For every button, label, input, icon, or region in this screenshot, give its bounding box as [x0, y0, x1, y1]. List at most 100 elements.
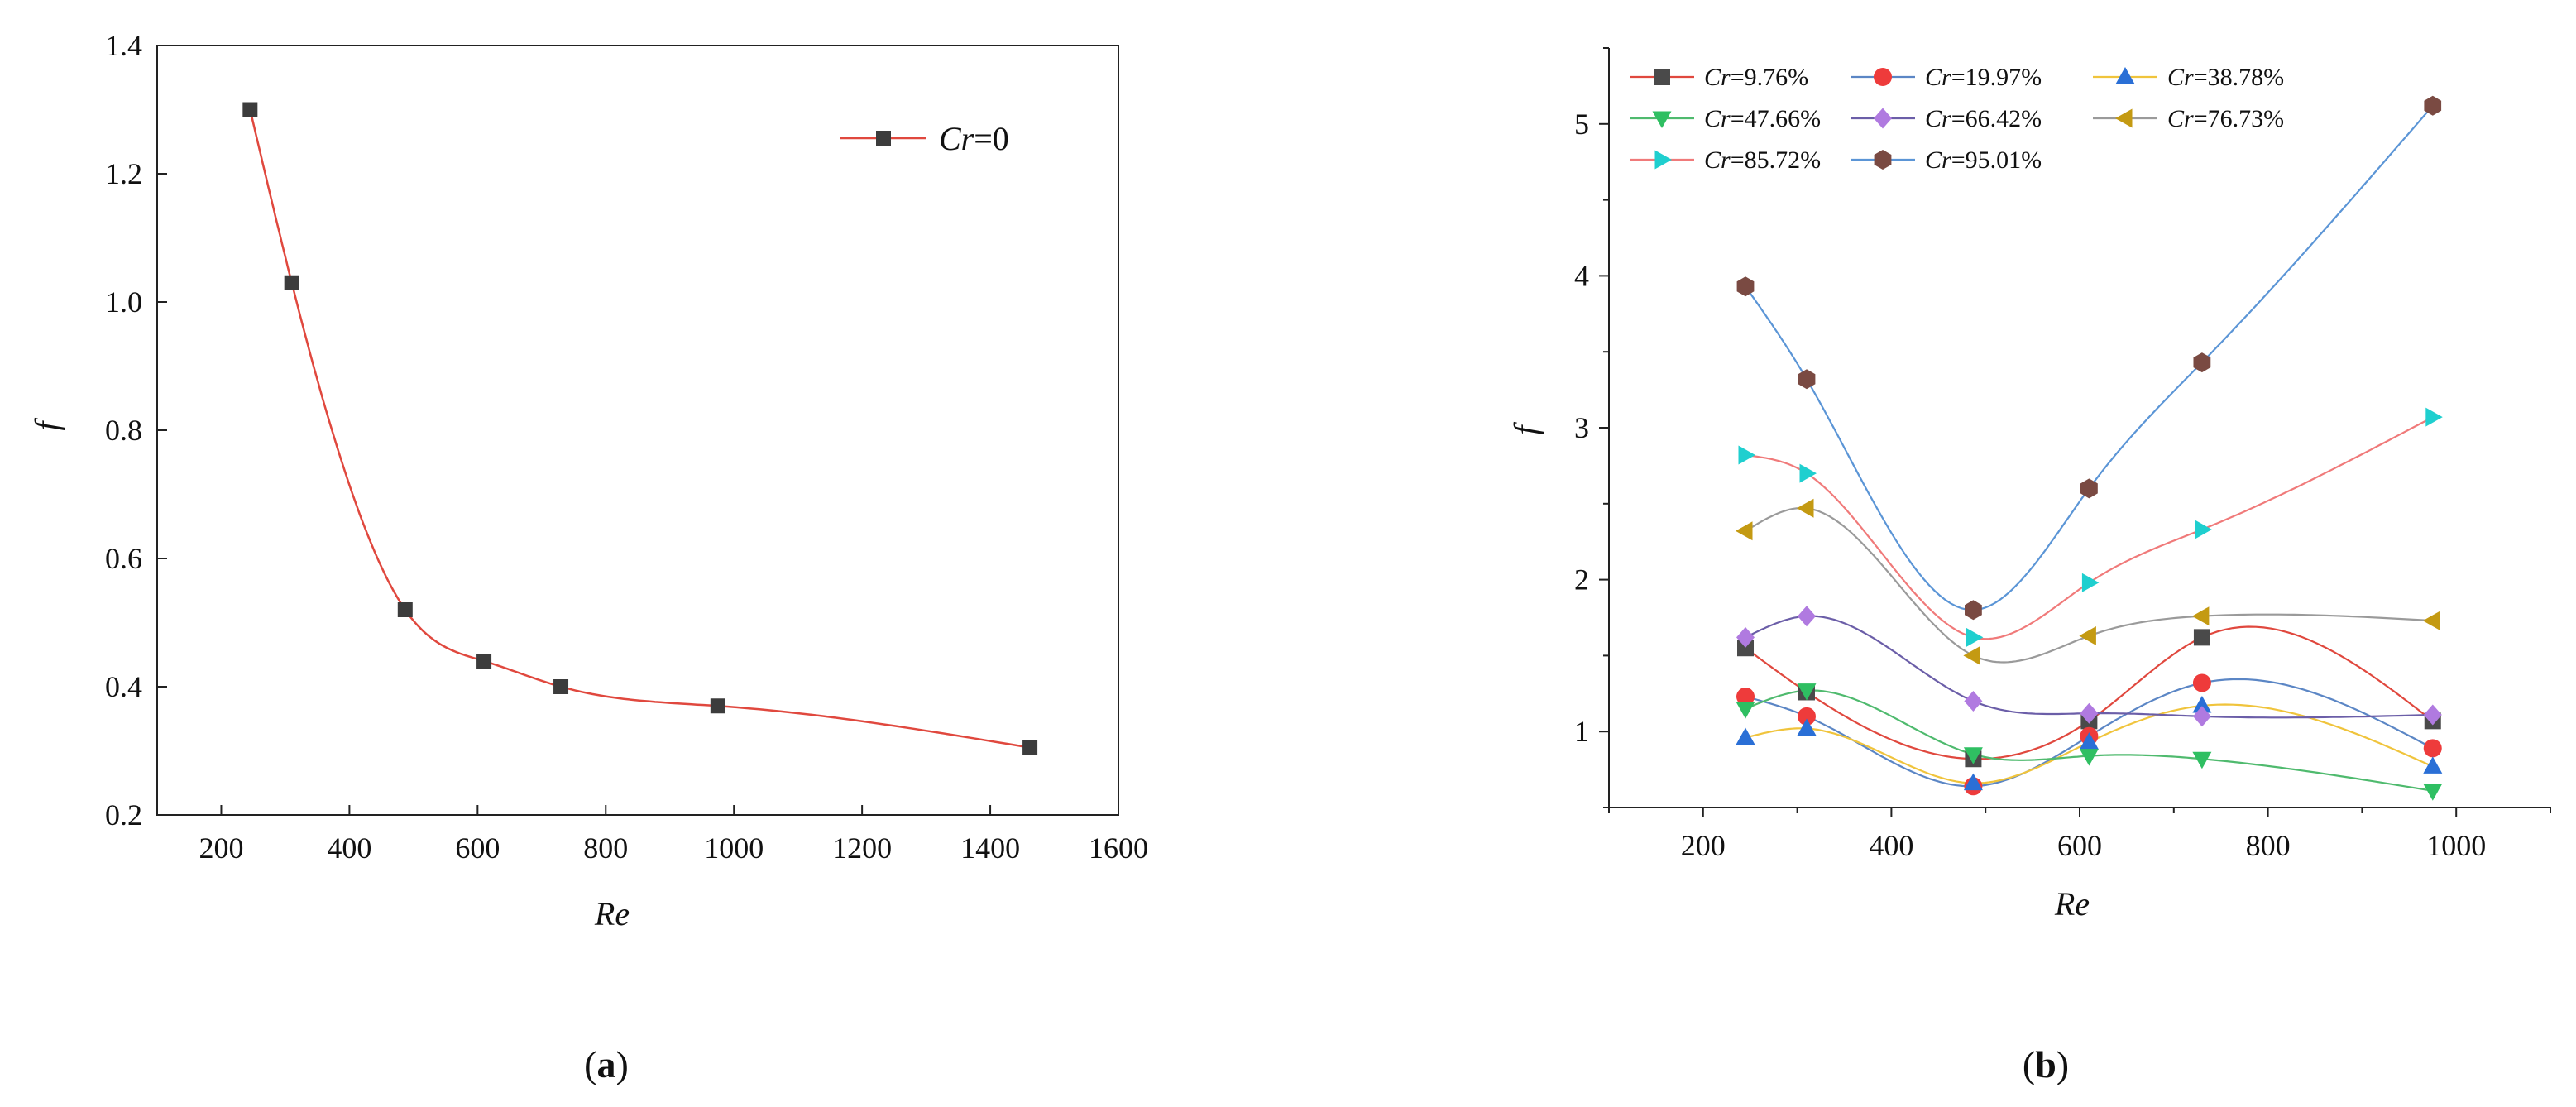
panel-b-x-tick-label: 600 — [2057, 829, 2102, 862]
panel-b-data-point — [1798, 606, 1816, 627]
panel-b-series-line — [1745, 416, 2434, 640]
panel-b-data-point — [2079, 732, 2099, 750]
panel-b-data-point — [2423, 756, 2443, 774]
panel-b-x-tick-label: 200 — [1681, 829, 1726, 862]
panel-b-data-point — [2079, 626, 2096, 645]
panel-b-legend-marker — [1654, 150, 1672, 170]
panel-b-legend-label: Cr=47.66% — [1704, 105, 1821, 132]
panel-b-series-line — [1745, 625, 2434, 760]
panel-b-data-point — [1797, 498, 1814, 518]
panel-a-data-point — [1022, 740, 1038, 755]
panel-a-ticks: 200 400 600 800 1000 1200 1400 1600 0.2 0.4 0.6 0.8… — [105, 29, 1148, 865]
panel-b-data-point — [2423, 704, 2442, 726]
panel-b-series-line — [1745, 689, 2433, 792]
panel-b-data-point — [1963, 645, 1980, 665]
panel-b-series-markers — [1736, 95, 2443, 801]
panel-a-y-tick-label: 1.4 — [105, 29, 142, 62]
panel-b-data-point — [2192, 696, 2212, 713]
panel-b-legend-marker — [2115, 108, 2133, 128]
panel-b-x-tick-label: 800 — [2246, 829, 2291, 862]
panel-a-y-tick-label: 0.8 — [105, 414, 142, 447]
panel-b-series-line — [1745, 506, 2433, 664]
panel-b-data-point — [1963, 747, 1983, 764]
panel-b-legend-label: Cr=95.01% — [1925, 146, 2042, 174]
panel-a-data-point — [553, 679, 569, 694]
panel-b-data-point — [1736, 687, 1755, 706]
panel-b-data-point — [2424, 95, 2442, 116]
panel-a-y-tick-label: 0.2 — [105, 798, 142, 831]
panel-a-y-tick-label: 1.2 — [105, 157, 142, 190]
panel-b-legend-label: Cr=76.73% — [2167, 105, 2284, 132]
panel-a-x-tick-label: 800 — [583, 831, 628, 865]
panel-b-data-point — [1964, 691, 1983, 712]
panel-a-x-axis-title: Re — [594, 895, 630, 932]
panel-b-legend-marker — [1874, 150, 1892, 170]
panel-b-data-point — [2423, 784, 2443, 801]
panel-a-x-tick-label: 1200 — [832, 831, 892, 865]
panel-a-legend-marker — [876, 131, 891, 146]
panel-a-legend: Cr=0 — [840, 120, 1009, 157]
panel-b-y-tick-label: 4 — [1574, 259, 1589, 292]
panel-a-data-point — [242, 102, 258, 117]
panel-b-data-point — [2192, 706, 2211, 727]
panel-b-data-point — [2195, 520, 2212, 539]
panel-b-data-point — [2081, 573, 2100, 592]
panel-b-data-point — [1736, 276, 1755, 297]
panel-b-data-point — [2192, 751, 2212, 769]
panel-a-x-tick-label: 400 — [327, 831, 371, 865]
panel-b-data-point — [1799, 463, 1817, 483]
panel-b-data-point — [2192, 673, 2211, 692]
panel-b-data-point — [1797, 707, 1816, 726]
panel-a-series-lines — [249, 109, 1031, 749]
panel-a-x-tick-label: 1000 — [704, 831, 764, 865]
panel-a-x-tick-label: 200 — [199, 831, 243, 865]
panel-a-data-point — [397, 602, 413, 617]
panel-b-data-point — [1738, 445, 1755, 465]
panel-b-legend-marker — [2115, 67, 2135, 84]
panel-a-data-point — [476, 654, 492, 669]
panel-b-data-point — [2425, 407, 2443, 427]
panel-b-y-tick-label: 1 — [1574, 715, 1589, 748]
panel-b-data-point — [1736, 626, 1755, 648]
panel-b-y-tick-label: 5 — [1574, 108, 1589, 141]
panel-b-data-point — [2080, 702, 2099, 724]
panel-b-ticks: 200 400 600 800 1000 1 2 3 4 5 — [1574, 47, 2551, 862]
panel-b-caption: (b) — [2023, 1043, 2069, 1085]
panel-a: 200 400 600 800 1000 1200 1400 1600 0.2 0.4 0.6 0.8… — [28, 29, 1148, 1085]
panel-a-y-tick-label: 0.4 — [105, 670, 142, 703]
panel-b-legend-marker — [1654, 69, 1670, 85]
panel-a-x-tick-label: 1400 — [960, 831, 1020, 865]
panel-a-series-markers — [242, 102, 1038, 755]
panel-a-data-point — [284, 275, 299, 290]
panel-b-x-tick-label: 1000 — [2426, 829, 2486, 862]
panel-b-y-axis-title: f — [1507, 422, 1544, 435]
panel-b-data-point — [1736, 727, 1755, 745]
panel-b-legend-label: Cr=66.42% — [1925, 105, 2042, 132]
panel-b-data-point — [1965, 600, 1982, 621]
panel-a-y-tick-label: 0.6 — [105, 542, 142, 575]
panel-b-series-line — [1745, 105, 2434, 611]
panel-b-legend-marker — [1874, 108, 1892, 129]
panel-b-data-point — [1736, 702, 1755, 719]
panel-b-series-lines — [1745, 105, 2434, 792]
panel-a-data-point — [710, 698, 725, 714]
panel-b-legend-label: Cr=9.76% — [1704, 64, 1808, 91]
panel-a-x-tick-label: 1600 — [1089, 831, 1148, 865]
panel-b-legend-label: Cr=38.78% — [2167, 64, 2284, 91]
panel-b-data-point — [2193, 352, 2211, 373]
panel-b-legend-label: Cr=19.97% — [1925, 64, 2042, 91]
panel-b-data-point — [2193, 629, 2210, 646]
panel-b-x-tick-label: 400 — [1869, 829, 1913, 862]
panel-b-data-point — [1797, 683, 1817, 701]
panel-b-data-point — [1736, 521, 1753, 541]
panel-a-x-tick-label: 600 — [455, 831, 500, 865]
panel-b-y-tick-label: 2 — [1574, 563, 1589, 597]
panel-a-caption: (a) — [584, 1043, 629, 1085]
panel-b-data-point — [1966, 627, 1984, 647]
panel-b-x-axis-title: Re — [2054, 885, 2090, 922]
panel-b-data-point — [1963, 773, 1983, 791]
panel-b-data-point — [2423, 739, 2442, 758]
panel-b-data-point — [2191, 606, 2210, 626]
